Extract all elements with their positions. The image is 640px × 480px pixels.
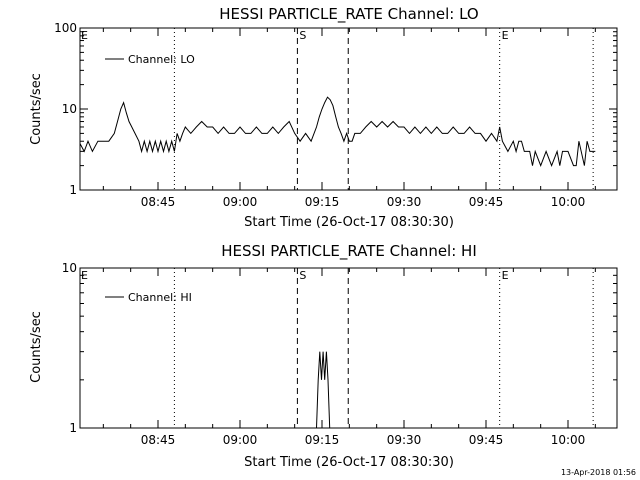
y-ticks: 1 10 100 bbox=[54, 21, 617, 197]
x-tick-label: 09:45 bbox=[469, 433, 504, 447]
legend: Channel: LO bbox=[105, 53, 195, 66]
legend-label: Channel: HI bbox=[128, 291, 192, 304]
series-layer bbox=[80, 96, 596, 167]
marker-label: E bbox=[502, 269, 509, 282]
y-tick-label: 1 bbox=[69, 183, 77, 197]
x-tick-label: 09:15 bbox=[305, 195, 340, 209]
marker-label: S bbox=[299, 269, 306, 282]
marker-label: E bbox=[81, 29, 88, 42]
x-tick-label: 08:45 bbox=[141, 195, 176, 209]
plot-frame bbox=[79, 267, 618, 429]
legend: Channel: HI bbox=[105, 291, 192, 304]
chart-hi-panel: HESSI PARTICLE_RATE Channel: HI Start Ti… bbox=[29, 242, 618, 470]
x-tick-label: 10:00 bbox=[551, 195, 586, 209]
marker-label: S bbox=[299, 29, 306, 42]
y-tick-label: 10 bbox=[62, 261, 77, 275]
series-line bbox=[80, 96, 596, 167]
chart-title: HESSI PARTICLE_RATE Channel: LO bbox=[219, 5, 478, 24]
x-tick-label: 09:15 bbox=[305, 433, 340, 447]
chart-lo-panel: HESSI PARTICLE_RATE Channel: LO Start Ti… bbox=[29, 5, 618, 230]
x-tick-label: 08:45 bbox=[141, 433, 176, 447]
x-tick-label: 10:00 bbox=[551, 433, 586, 447]
y-axis-label: Counts/sec bbox=[29, 311, 44, 383]
y-axis-label: Counts/sec bbox=[29, 73, 44, 145]
marker-label: E bbox=[502, 29, 509, 42]
legend-label: Channel: LO bbox=[128, 53, 195, 66]
x-tick-label: 09:00 bbox=[223, 195, 258, 209]
x-axis-label: Start Time (26-Oct-17 08:30:30) bbox=[244, 455, 454, 470]
timestamp: 13-Apr-2018 01:56 bbox=[561, 468, 636, 477]
y-tick-label: 10 bbox=[62, 102, 77, 116]
x-tick-label: 09:30 bbox=[387, 433, 422, 447]
x-ticks: 08:45 09:00 09:15 09:30 09:45 10:00 bbox=[102, 28, 596, 209]
x-tick-label: 09:00 bbox=[223, 433, 258, 447]
x-ticks: 08:45 09:00 09:15 09:30 09:45 10:00 bbox=[102, 268, 596, 447]
marker-label: E bbox=[81, 269, 88, 282]
y-tick-label: 100 bbox=[54, 21, 77, 35]
series-line bbox=[316, 351, 331, 428]
y-tick-label: 1 bbox=[69, 421, 77, 435]
plot-frame bbox=[79, 27, 618, 191]
x-tick-label: 09:45 bbox=[469, 195, 504, 209]
chart-title: HESSI PARTICLE_RATE Channel: HI bbox=[221, 242, 477, 261]
y-ticks: 1 10 bbox=[62, 261, 617, 435]
x-tick-label: 09:30 bbox=[387, 195, 422, 209]
series-layer bbox=[316, 351, 331, 428]
x-axis-label: Start Time (26-Oct-17 08:30:30) bbox=[244, 215, 454, 230]
